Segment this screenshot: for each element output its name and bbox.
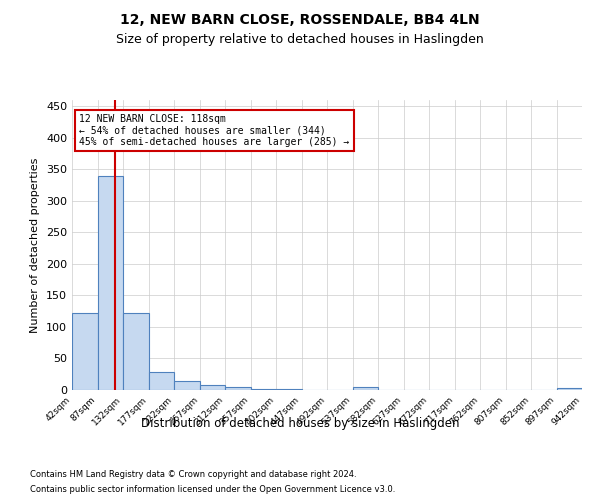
Bar (174, 380, 199, 390)
Text: Contains HM Land Registry data © Crown copyright and database right 2024.: Contains HM Land Registry data © Crown c… (30, 470, 356, 479)
Bar (225, 387, 251, 390)
Bar (123, 313, 149, 390)
Bar (251, 388, 276, 390)
Bar (353, 388, 378, 390)
Bar (199, 385, 225, 390)
Text: 12, NEW BARN CLOSE, ROSSENDALE, BB4 4LN: 12, NEW BARN CLOSE, ROSSENDALE, BB4 4LN (120, 12, 480, 26)
Bar (557, 388, 582, 390)
Y-axis label: Number of detached properties: Number of detached properties (31, 158, 40, 332)
Bar (276, 388, 302, 390)
Text: Contains public sector information licensed under the Open Government Licence v3: Contains public sector information licen… (30, 485, 395, 494)
Text: 12 NEW BARN CLOSE: 118sqm
← 54% of detached houses are smaller (344)
45% of semi: 12 NEW BARN CLOSE: 118sqm ← 54% of detac… (79, 114, 350, 147)
Text: Distribution of detached houses by size in Haslingden: Distribution of detached houses by size … (141, 418, 459, 430)
Bar (149, 372, 174, 390)
Bar (97, 176, 123, 390)
Text: Size of property relative to detached houses in Haslingden: Size of property relative to detached ho… (116, 32, 484, 46)
Bar (72, 313, 97, 390)
